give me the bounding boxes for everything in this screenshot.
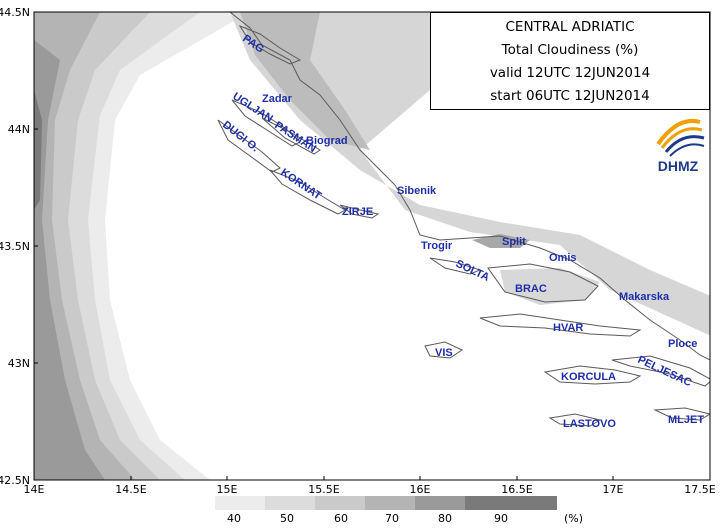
legend-unit: (%) xyxy=(564,512,584,525)
label-peljesac: PELJESAC xyxy=(636,354,694,389)
legend-label-60: 60 xyxy=(334,512,348,525)
cloud-band-80 xyxy=(34,40,105,480)
label-hvar: HVAR xyxy=(553,322,583,334)
label-brac: BRAC xyxy=(515,283,547,295)
korcula-island xyxy=(543,365,642,385)
x-tick-label: 14.5E xyxy=(115,483,146,496)
title-variable: Total Cloudiness (%) xyxy=(501,42,639,58)
x-tick-label: 15.5E xyxy=(308,483,339,496)
mljet-island xyxy=(653,407,710,421)
legend-swatch-40 xyxy=(215,496,265,510)
label-trogir: Trogir xyxy=(421,240,453,252)
pasman-island xyxy=(261,117,321,155)
label-split: Split xyxy=(502,236,526,248)
label-omis: Omis xyxy=(549,252,577,264)
coastal-cloud-band xyxy=(230,12,710,336)
legend: 40 50 60 70 80 90 (%) xyxy=(207,496,587,530)
y-tick-label: 44N xyxy=(8,123,30,136)
legend-swatch-70 xyxy=(365,496,415,510)
legend-label-80: 80 xyxy=(438,512,452,525)
cloud-band-90 xyxy=(34,90,42,210)
legend-swatch-80 xyxy=(415,496,465,510)
y-tick-label: 43.5N xyxy=(0,240,30,253)
dhmz-swirl-icon xyxy=(656,119,705,157)
y-tick-label: 44.5N xyxy=(0,6,30,19)
x-tick-label: 17E xyxy=(603,483,624,496)
legend-label-70: 70 xyxy=(385,512,399,525)
solta-island xyxy=(429,257,482,275)
legend-label-90: 90 xyxy=(494,512,508,525)
label-mljet: MLJET xyxy=(668,414,704,426)
x-tick-label: 14E xyxy=(24,483,45,496)
kornati-islands xyxy=(269,169,346,215)
x-tick-label: 15E xyxy=(217,483,238,496)
peljesac-peninsula xyxy=(611,355,710,387)
pag-island xyxy=(238,24,302,65)
label-makarska: Makarska xyxy=(619,291,670,303)
x-tick-label: 16E xyxy=(410,483,431,496)
legend-colorbar xyxy=(215,496,557,510)
label-ploce: Ploce xyxy=(668,338,697,350)
zirje-island xyxy=(339,204,380,219)
lastovo-island xyxy=(548,413,602,427)
y-tick-label: 42.5N xyxy=(0,474,30,487)
label-sibenik: Sibenik xyxy=(397,185,437,197)
title-valid-time: valid 12UTC 12JUN2014 xyxy=(489,65,651,81)
x-tick-label: 16.5E xyxy=(501,483,532,496)
legend-swatch-60 xyxy=(315,496,365,510)
mainland-coast xyxy=(229,12,710,361)
title-start-time: start 06UTC 12JUN2014 xyxy=(490,88,650,104)
label-zadar: Zadar xyxy=(262,93,293,105)
label-solta: SOLTA xyxy=(454,258,491,284)
coastal-cloud-band-inner xyxy=(240,12,370,150)
split-cloud-patch xyxy=(472,234,530,248)
dhmz-logo: DHMZ xyxy=(648,114,708,178)
dugi-otok-island xyxy=(217,119,281,173)
coastlines xyxy=(217,12,710,427)
brac-cloud-patch xyxy=(500,268,600,305)
legend-label-50: 50 xyxy=(280,512,294,525)
label-biograd: Biograd xyxy=(306,135,348,147)
y-axis: 44.5N 44N 43.5N 43N 42.5N xyxy=(0,6,38,487)
label-kornat: KORNAT xyxy=(278,167,323,203)
legend-label-40: 40 xyxy=(227,512,241,525)
label-korcula: KORCULA xyxy=(561,371,616,383)
y-tick-label: 43N xyxy=(8,357,30,370)
label-lastovo: LASTOVO xyxy=(563,418,616,430)
x-tick-label: 17.5E xyxy=(684,483,715,496)
legend-swatch-90 xyxy=(465,496,557,510)
cloudiness-shading xyxy=(34,12,710,480)
brac-island xyxy=(487,263,599,303)
label-zirje: ZIRJE xyxy=(342,206,373,218)
x-axis: 14E 14.5E 15E 15.5E 16E 16.5E 17E 17.5E xyxy=(24,476,716,496)
title-region: CENTRAL ADRIATIC xyxy=(505,19,635,35)
vis-island xyxy=(424,341,464,359)
label-vis: VIS xyxy=(435,347,453,359)
dhmz-logo-text: DHMZ xyxy=(657,158,699,174)
legend-swatch-50 xyxy=(265,496,315,510)
title-box: CENTRAL ADRIATIC Total Cloudiness (%) va… xyxy=(430,12,710,110)
hvar-island xyxy=(479,313,642,337)
